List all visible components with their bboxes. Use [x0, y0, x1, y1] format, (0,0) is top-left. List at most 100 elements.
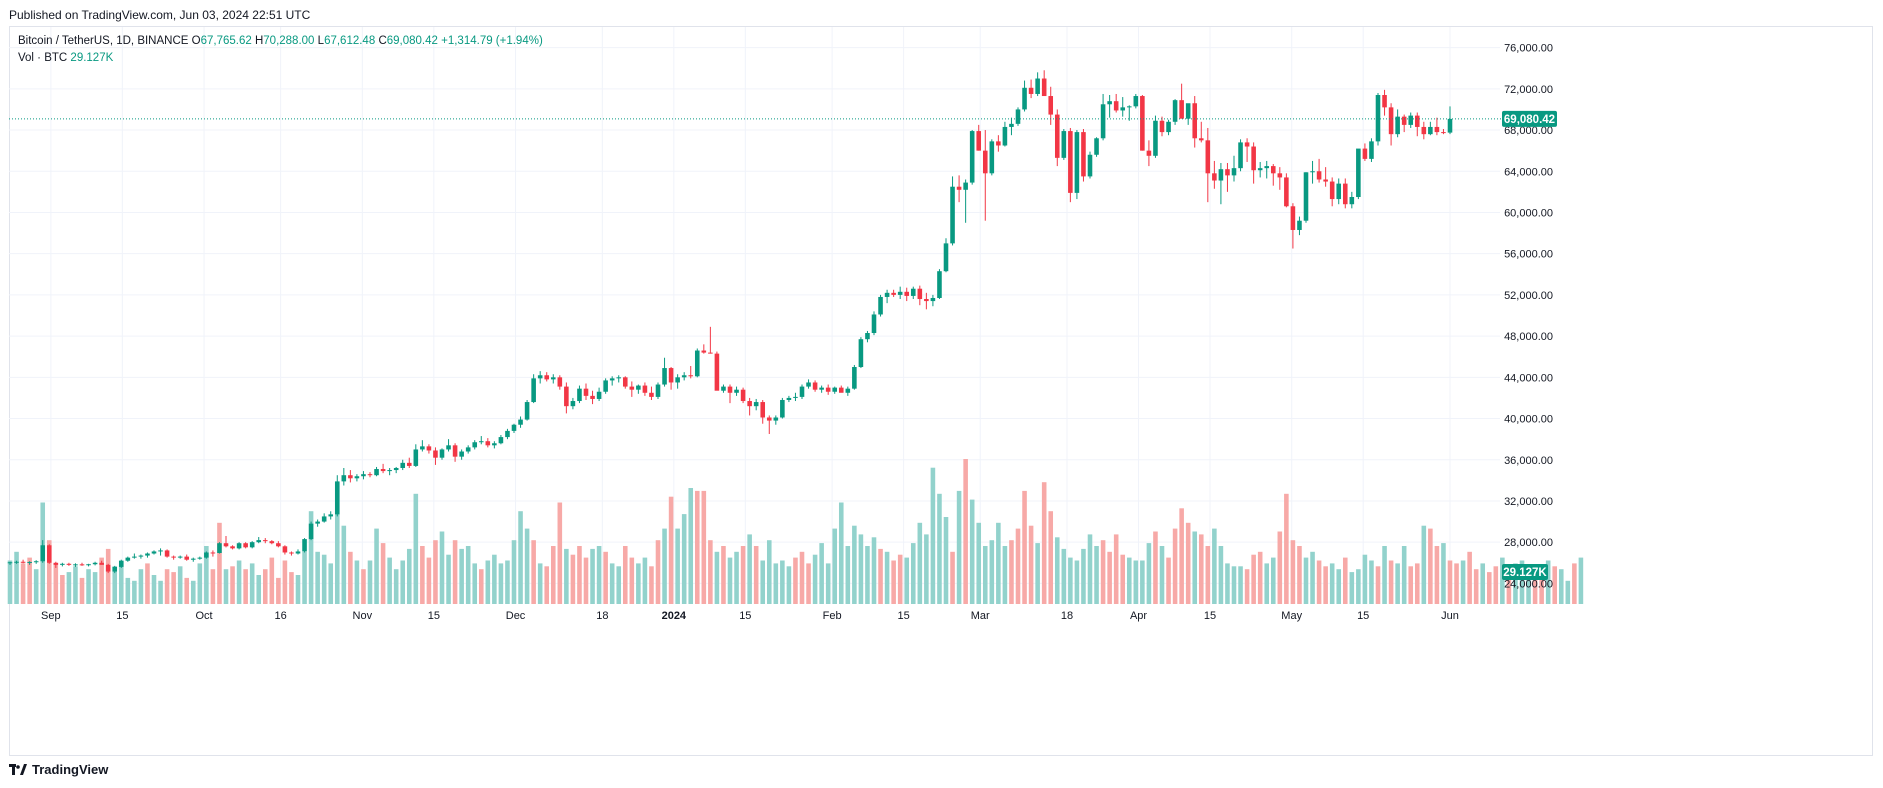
x-tick-label: May: [1281, 610, 1302, 622]
footer-brand[interactable]: TradingView: [9, 762, 108, 777]
candle-body: [1316, 171, 1322, 180]
volume-bar: [878, 548, 883, 604]
volume-bar: [1395, 563, 1400, 604]
volume-bar: [73, 566, 78, 604]
volume-bar: [1414, 563, 1420, 604]
volume-bar: [838, 502, 844, 604]
volume-bar: [223, 569, 229, 604]
volume-bar: [550, 546, 556, 604]
volume-bar: [1454, 563, 1459, 604]
candle-body: [20, 561, 26, 563]
volume-bar: [308, 511, 314, 604]
high-value: 70,288.00: [263, 35, 315, 47]
volume-label[interactable]: Vol · BTC: [18, 52, 68, 64]
candle-body: [780, 399, 785, 418]
volume-bar: [1375, 566, 1381, 604]
ohlc-legend: Bitcoin / TetherUS, 1D, BINANCE O67,765.…: [18, 35, 543, 47]
x-tick-label: Jun: [1441, 610, 1459, 622]
candle-body: [655, 384, 661, 397]
candle-body: [629, 386, 635, 390]
volume-bar: [721, 546, 726, 604]
candle-body: [1369, 141, 1374, 159]
volume-bar: [1264, 563, 1270, 604]
x-tick-label: Sep: [41, 610, 61, 622]
volume-bar: [1238, 566, 1243, 604]
candle-body: [151, 551, 157, 554]
x-tick-label: Oct: [195, 610, 212, 622]
candle-body: [1342, 183, 1348, 205]
volume-bar: [302, 551, 307, 604]
candle-body: [204, 552, 209, 558]
candle-body: [747, 401, 752, 407]
volume-bar: [564, 548, 569, 604]
volume-bar: [1310, 551, 1315, 604]
volume-bar: [46, 540, 52, 604]
volume-bar: [1467, 551, 1472, 604]
candle-body: [380, 469, 386, 472]
volume-bar: [171, 572, 176, 604]
candle-body: [1048, 96, 1054, 115]
volume-bar: [1198, 534, 1204, 604]
candle-body: [1225, 169, 1230, 176]
volume-bar: [1558, 569, 1564, 604]
candle-body: [1192, 103, 1198, 139]
candle-body: [1166, 121, 1171, 133]
volume-bar: [282, 560, 288, 604]
volume-bar: [439, 531, 445, 604]
candle-body: [583, 388, 589, 396]
candle-body: [289, 552, 294, 554]
volume-bar: [1094, 546, 1099, 604]
candle-body: [197, 557, 203, 559]
candle-body: [79, 564, 85, 566]
volume-bar: [492, 554, 497, 604]
volume-bar: [825, 563, 831, 604]
candle-body: [1284, 177, 1289, 207]
x-tick-label: 15: [116, 610, 128, 622]
candle-body: [1022, 87, 1027, 110]
candle-body: [459, 451, 464, 457]
candle-body: [1395, 116, 1400, 135]
candle-body: [433, 450, 438, 458]
x-tick-label: Apr: [1130, 610, 1147, 622]
candle-body: [132, 556, 137, 558]
candle-body: [1113, 101, 1119, 111]
volume-bar: [1369, 560, 1374, 604]
volume-bar: [60, 575, 65, 604]
candle-body: [40, 545, 46, 562]
low-value: 67,612.48: [324, 35, 376, 47]
volume-bar: [158, 580, 163, 604]
volume-bar: [747, 534, 752, 604]
candle-body: [1329, 181, 1335, 200]
candle-body: [924, 299, 929, 302]
volume-bar: [1225, 563, 1230, 604]
candle-body: [269, 541, 275, 544]
volume-bar: [937, 493, 942, 604]
volume-bar: [1342, 557, 1348, 604]
volume-bar: [583, 557, 589, 604]
candle-body: [1231, 168, 1237, 176]
symbol-label[interactable]: Bitcoin / TetherUS, 1D, BINANCE: [18, 35, 189, 47]
candle-body: [865, 333, 870, 340]
volume-bar: [1572, 563, 1577, 604]
candle-body: [557, 377, 563, 387]
candle-body: [262, 540, 268, 542]
candle-body: [1388, 107, 1394, 135]
x-tick-label: 18: [1061, 610, 1073, 622]
candle-body: [1401, 116, 1407, 125]
volume-bar: [498, 563, 504, 604]
volume-bar: [86, 569, 91, 604]
candle-body: [190, 558, 196, 560]
volume-bar: [766, 540, 772, 604]
candle-body: [354, 476, 360, 479]
candle-body: [118, 560, 124, 567]
candle-body: [734, 389, 739, 393]
candle-body: [230, 546, 235, 549]
candle-body: [675, 377, 680, 383]
volume-bar: [413, 493, 419, 604]
volume-bar: [989, 540, 995, 604]
volume-bar: [544, 566, 550, 604]
volume-bar: [452, 540, 458, 604]
volume-bar: [1172, 528, 1178, 604]
volume-bar: [348, 551, 353, 604]
